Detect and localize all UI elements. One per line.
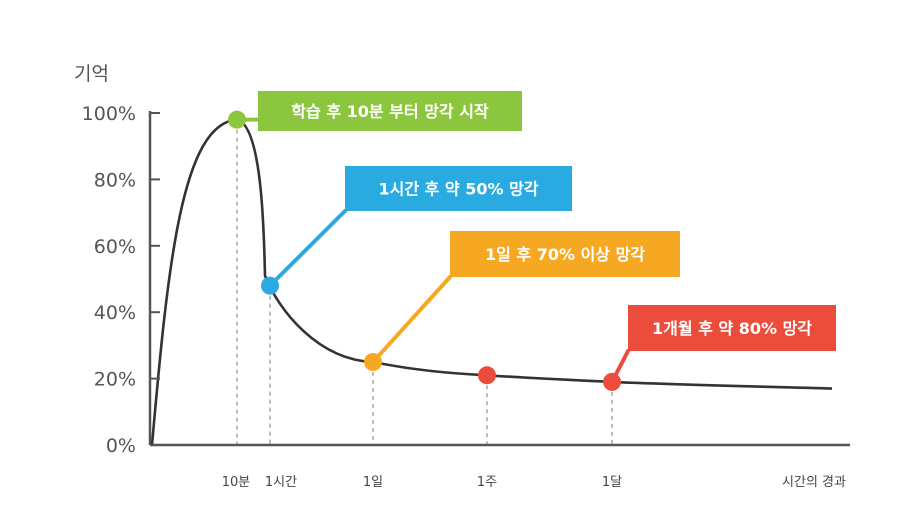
y-tick-label: 100% bbox=[82, 103, 136, 125]
callouts: 학습 후 10분 부터 망각 시작 1시간 후 약 50% 망각 1일 후 70% … bbox=[237, 91, 836, 384]
callout-label: 1시간 후 약 50% 망각 bbox=[378, 180, 538, 199]
x-tick-label: 10분 bbox=[222, 475, 251, 490]
y-axis-label: 기억 bbox=[74, 63, 109, 85]
callout-box bbox=[628, 305, 836, 351]
x-tick-label: 1달 bbox=[602, 475, 622, 490]
x-tick-label: 1시간 bbox=[265, 475, 297, 490]
callout-box bbox=[345, 166, 572, 211]
callout-label: 학습 후 10분 부터 망각 시작 bbox=[291, 102, 489, 121]
guide-lines bbox=[236, 129, 613, 445]
callout-connector bbox=[371, 275, 452, 364]
data-points bbox=[228, 110, 621, 391]
callout-label: 1개월 후 약 80% 망각 bbox=[652, 319, 812, 338]
data-point bbox=[478, 366, 496, 385]
y-tick-label: 0% bbox=[106, 435, 136, 457]
callout-connector bbox=[268, 209, 347, 288]
data-point bbox=[228, 110, 246, 129]
y-tick-label: 40% bbox=[94, 302, 136, 324]
data-point bbox=[603, 372, 621, 391]
y-tick-label: 80% bbox=[94, 169, 136, 191]
callout-box bbox=[258, 91, 522, 131]
callout-box bbox=[450, 231, 680, 277]
x-axis-label: 시간의 경과 bbox=[782, 475, 846, 490]
data-point bbox=[364, 353, 382, 371]
y-tick-label: 60% bbox=[94, 236, 136, 258]
x-tick-label: 1일 bbox=[363, 475, 383, 490]
x-tick-labels: 10분 1시간 1일 1주 1달 bbox=[222, 475, 622, 490]
y-tick-labels: 0% 20% 40% 60% 80% 100% bbox=[82, 103, 160, 457]
callout-label: 1일 후 70% 이상 망각 bbox=[485, 245, 645, 264]
data-point bbox=[261, 276, 279, 295]
x-tick-label: 1주 bbox=[477, 475, 497, 490]
y-tick-label: 20% bbox=[94, 369, 136, 391]
axes bbox=[148, 111, 850, 447]
